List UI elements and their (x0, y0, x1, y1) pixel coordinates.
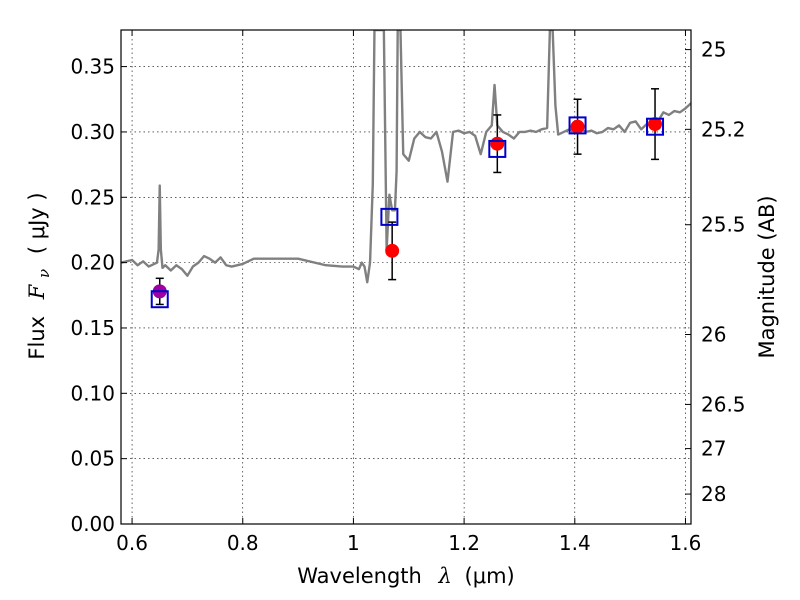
plot-background (121, 30, 691, 524)
x-axis-label-symbol: λ (438, 564, 452, 588)
y-tick-label: 0.00 (70, 512, 115, 536)
y-tick-label: 0.15 (70, 316, 115, 340)
ticks: 0.6 0.8 1 1.2 1.4 1.6 0.00 0.05 0.10 0.15 0.20 0.25… (70, 30, 746, 555)
y2-tick-label: 25.5 (701, 213, 746, 237)
data-point (490, 136, 505, 151)
model-square (488, 139, 507, 158)
y2-tick-label: 25 (701, 38, 726, 62)
x-tick-label: 0.6 (116, 531, 148, 555)
y-tick-label: 0.35 (70, 55, 115, 79)
y-tick-label: 0.30 (70, 120, 115, 144)
y-axis-label: Flux F ν ( μJy ) (25, 192, 54, 359)
model-square (646, 117, 665, 136)
y-axis-label-symbol: F (25, 283, 49, 300)
x-tick-label: 1 (347, 531, 360, 555)
plot-area (121, 30, 691, 309)
y2-tick-label: 26 (701, 323, 726, 347)
y2-tick-label: 28 (701, 482, 726, 506)
model-square (150, 290, 169, 309)
x-axis-label: Wavelength λ (μm) (297, 564, 514, 588)
y-tick-label: 0.10 (70, 381, 115, 405)
y2-tick-label: 27 (701, 437, 726, 461)
data-point (385, 243, 400, 258)
y-axis-label-unit: ( μJy ) (25, 192, 49, 254)
model-square (380, 207, 399, 226)
y-axis-label-text: Flux (25, 316, 49, 360)
y2-tick-label: 25.2 (701, 117, 746, 141)
y-tick-label: 0.25 (70, 185, 115, 209)
data-point (648, 117, 663, 132)
y-tick-label: 0.20 (70, 251, 115, 275)
spectrum-line (121, 30, 691, 284)
x-tick-label: 1.2 (448, 531, 480, 555)
x-tick-label: 0.8 (227, 531, 259, 555)
x-tick-label: 1.4 (559, 531, 591, 555)
y-axis-label-subscript: ν (35, 269, 53, 278)
y2-tick-label: 26.5 (701, 392, 746, 416)
y2-axis-label: Magnitude (AB) (755, 195, 779, 358)
y-tick-label: 0.05 (70, 447, 115, 471)
x-axis-label-text: Wavelength (297, 564, 422, 588)
x-axis-label-unit: (μm) (465, 564, 515, 588)
plot-frame (120, 29, 692, 525)
data-point (570, 119, 585, 134)
x-tick-label: 1.6 (670, 531, 702, 555)
model-square (568, 116, 587, 135)
